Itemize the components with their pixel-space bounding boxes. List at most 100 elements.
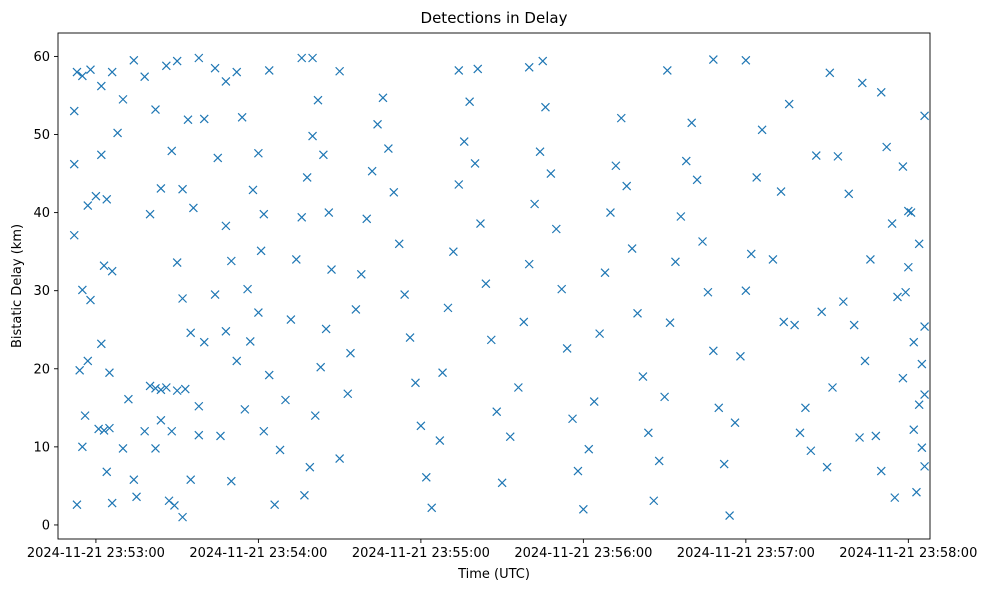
data-point [459, 137, 469, 146]
data-point [145, 209, 155, 219]
data-point [270, 500, 280, 510]
data-point [256, 246, 266, 256]
data-point [671, 257, 680, 267]
data-point [643, 428, 653, 438]
data-point [94, 424, 104, 434]
data-point [221, 221, 231, 231]
data-point [790, 320, 800, 330]
data-point [226, 476, 236, 486]
data-point [519, 317, 529, 327]
data-point [411, 378, 420, 388]
data-point [649, 496, 659, 506]
data-point [611, 161, 621, 171]
data-point [310, 411, 320, 421]
data-point [676, 212, 686, 221]
data-point [199, 114, 209, 124]
data-point [687, 118, 697, 128]
data-point [546, 169, 556, 178]
data-point [351, 305, 361, 314]
data-point [416, 421, 426, 431]
data-point [343, 389, 353, 399]
data-point [400, 290, 410, 300]
data-point [898, 373, 908, 383]
data-point [906, 208, 916, 218]
data-point [505, 432, 515, 442]
data-point [161, 383, 171, 392]
data-point [876, 87, 886, 97]
data-point [898, 162, 908, 171]
data-point [378, 93, 388, 103]
data-point [833, 151, 843, 161]
data-point [600, 268, 610, 278]
data-point [83, 201, 93, 210]
data-point [321, 324, 331, 334]
data-point [346, 348, 355, 358]
data-point [681, 156, 691, 166]
data-point [91, 191, 101, 201]
data-point [210, 63, 220, 73]
y-tick-label: 0 [42, 518, 50, 533]
data-point [638, 372, 648, 382]
data-point [914, 400, 924, 410]
data-point [232, 67, 242, 77]
data-point [708, 346, 718, 356]
data-point [481, 279, 491, 289]
data-point [844, 189, 854, 199]
data-point [305, 462, 315, 472]
data-point [83, 356, 93, 366]
data-point [616, 113, 626, 123]
data-point [248, 185, 258, 195]
x-tick-label: 2024-11-21 23:55:00 [352, 546, 490, 561]
data-point [327, 265, 336, 275]
data-point [828, 383, 837, 392]
data-point [253, 148, 263, 158]
chart-title: Detections in Delay [421, 9, 568, 27]
data-point [817, 307, 827, 317]
data-point [530, 199, 540, 209]
data-point [178, 184, 187, 194]
data-point [746, 249, 756, 259]
x-tick-label: 2024-11-21 23:54:00 [189, 546, 327, 561]
data-point [237, 112, 247, 122]
data-point [405, 333, 415, 342]
data-point [665, 318, 675, 328]
data-point [714, 403, 724, 413]
data-point [118, 443, 128, 453]
data-point [893, 292, 902, 302]
data-point [129, 55, 139, 65]
y-tick-label: 30 [33, 284, 50, 299]
data-point [578, 504, 588, 514]
data-point [903, 262, 913, 272]
data-point [105, 423, 114, 433]
data-point [99, 261, 109, 271]
data-point [562, 344, 572, 353]
data-point [96, 150, 106, 160]
data-point [77, 71, 87, 81]
data-point [102, 194, 112, 204]
data-point [448, 247, 458, 257]
data-point [69, 106, 79, 116]
data-point [264, 370, 274, 380]
data-point [151, 383, 160, 393]
data-point [167, 426, 177, 436]
data-point [72, 500, 82, 510]
data-point [535, 147, 545, 157]
data-point [172, 56, 182, 66]
data-point [335, 454, 345, 463]
data-point [920, 461, 930, 471]
data-point [627, 244, 637, 253]
data-point [221, 76, 231, 86]
data-point [708, 55, 718, 64]
data-point [240, 404, 250, 414]
data-point [524, 259, 534, 269]
y-tick-label: 20 [33, 362, 50, 377]
data-point [595, 329, 605, 339]
data-point [107, 266, 117, 276]
data-point [199, 337, 209, 347]
data-point [513, 383, 523, 392]
data-point [887, 219, 897, 228]
y-tick-label: 40 [33, 206, 50, 221]
data-point [825, 68, 835, 78]
data-point [107, 498, 117, 508]
